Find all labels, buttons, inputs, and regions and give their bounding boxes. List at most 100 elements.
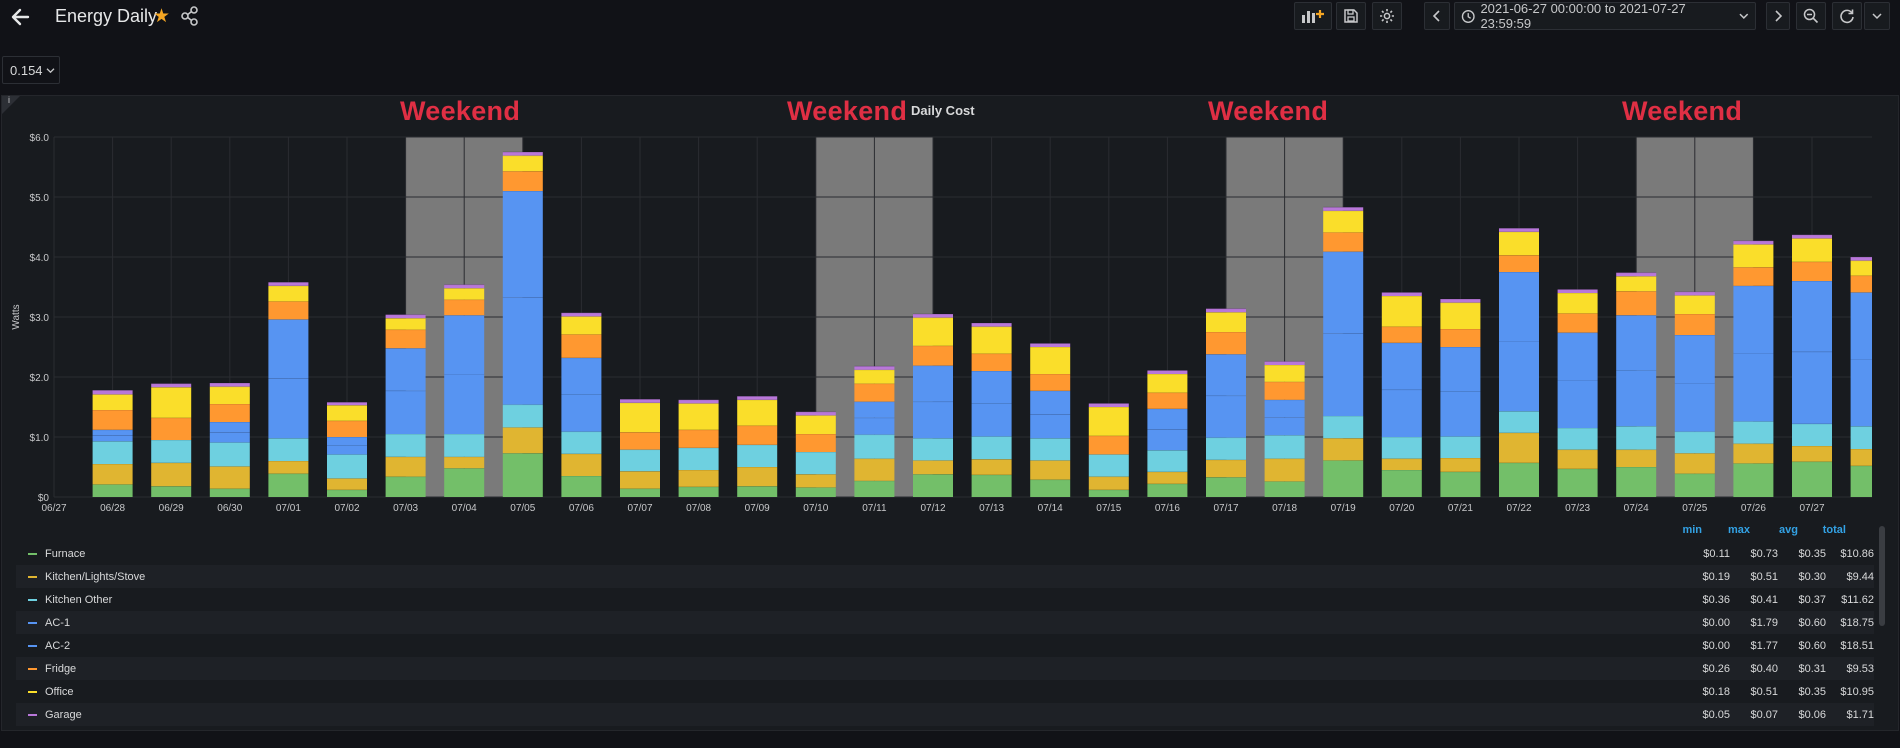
bar-segment	[1440, 299, 1481, 303]
time-range-forward-button[interactable]	[1766, 2, 1790, 30]
legend-row[interactable]: Furnace $0.11 $0.73 $0.35 $10.86	[16, 542, 1874, 565]
y-tick-label: $4.0	[30, 253, 50, 264]
x-tick-label: 07/17	[1213, 503, 1238, 514]
zoom-out-button[interactable]	[1796, 2, 1826, 30]
bar-segment	[385, 318, 426, 330]
bar-segment	[971, 474, 1012, 497]
legend-color-swatch[interactable]	[28, 713, 37, 716]
weekend-label: Weekend	[1208, 96, 1329, 126]
bar-segment	[1264, 481, 1305, 497]
y-tick-label: $1.0	[30, 433, 50, 444]
bar-segment	[1147, 408, 1188, 430]
x-tick-label: 06/30	[217, 503, 242, 514]
legend-header-avg[interactable]: avg	[1779, 524, 1798, 536]
legend-total-value: $10.86	[1840, 547, 1874, 560]
legend-header-max[interactable]: max	[1727, 524, 1750, 536]
bar-segment	[678, 429, 719, 448]
bar-segment	[268, 319, 309, 379]
bar-segment	[913, 317, 953, 346]
legend-color-swatch[interactable]	[28, 667, 37, 670]
weekend-label: Weekend	[787, 96, 908, 126]
bar-segment	[1733, 421, 1774, 444]
bar-segment	[620, 449, 660, 472]
legend-series-name[interactable]: Kitchen/Lights/Stove	[45, 570, 146, 583]
legend-row[interactable]: Kitchen Other $0.36 $0.41 $0.37 $11.62	[16, 588, 1874, 611]
share-button[interactable]	[180, 5, 200, 27]
legend-row[interactable]: Fridge $0.26 $0.40 $0.31 $9.53	[16, 657, 1874, 680]
bar-segment	[92, 435, 133, 442]
arrow-left-icon	[11, 8, 30, 26]
legend-scrollbar[interactable]	[1879, 526, 1885, 626]
legend-row[interactable]: Garage $0.05 $0.07 $0.06 $1.71	[16, 703, 1874, 726]
legend-header-min[interactable]: min	[1682, 524, 1702, 536]
bar-segment	[971, 459, 1012, 475]
back-button[interactable]	[8, 4, 34, 30]
bar-segment	[1850, 257, 1872, 261]
legend-color-swatch[interactable]	[28, 598, 37, 601]
legend-row[interactable]: Kitchen/Lights/Stove $0.19 $0.51 $0.30 $9.44	[16, 565, 1874, 588]
legend-color-swatch[interactable]	[28, 575, 37, 578]
legend-series-name[interactable]: Furnace	[45, 547, 86, 560]
refresh-button[interactable]	[1832, 2, 1862, 30]
x-tick-label: 07/07	[627, 503, 652, 514]
legend-series-name[interactable]: AC-2	[45, 639, 71, 652]
bar-segment	[151, 462, 192, 487]
legend-series-name[interactable]: Fridge	[45, 662, 77, 675]
legend-total-value: $11.62	[1841, 593, 1874, 606]
panel-info-corner[interactable]	[2, 96, 20, 114]
legend-color-swatch[interactable]	[28, 690, 37, 693]
legend-color-swatch[interactable]	[28, 644, 37, 647]
bar-segment	[1206, 477, 1246, 497]
bar-segment	[92, 484, 133, 497]
bar-segment	[92, 390, 133, 395]
bar-segment	[913, 401, 953, 439]
legend-series-name[interactable]: Kitchen Other	[45, 593, 113, 606]
legend-row[interactable]: AC-2 $0.00 $1.77 $0.60 $18.51	[16, 634, 1874, 657]
legend-color-swatch[interactable]	[28, 621, 37, 624]
x-tick-label: 07/25	[1682, 503, 1707, 514]
star-icon[interactable]: ★	[153, 6, 171, 27]
time-range-text: 2021-06-27 00:00:00 to 2021-07-27 23:59:…	[1480, 1, 1686, 31]
legend-min-value: $0.05	[1702, 708, 1730, 721]
time-range-picker[interactable]: 2021-06-27 00:00:00 to 2021-07-27 23:59:…	[1454, 1, 1756, 31]
bar-segment	[1557, 380, 1598, 428]
legend-series-name[interactable]: Garage	[45, 708, 82, 721]
refresh-interval-dropdown[interactable]	[1864, 2, 1890, 30]
legend-color-swatch[interactable]	[28, 552, 37, 555]
bar-segment	[1323, 460, 1364, 497]
bar-segment	[795, 415, 836, 434]
legend-header-total[interactable]: total	[1822, 524, 1846, 536]
bar-segment	[854, 383, 895, 402]
legend-row[interactable]: AC-1 $0.00 $1.79 $0.60 $18.75	[16, 611, 1874, 634]
bar-segment	[1088, 476, 1129, 490]
add-panel-button[interactable]	[1294, 2, 1332, 30]
bar-segment	[327, 445, 367, 455]
bar-segment	[1616, 276, 1657, 292]
bar-segment	[1030, 347, 1071, 374]
legend-row[interactable]: Office $0.18 $0.51 $0.35 $10.95	[16, 680, 1874, 703]
bar-segment	[1616, 370, 1657, 427]
daily-cost-panel: i Daily Cost $0 $1.0 $2.0 $3.0 $4.0 $5.0 $6.0 0…	[1, 95, 1899, 731]
dashboard-settings-button[interactable]	[1372, 2, 1402, 30]
bar-segment	[1440, 436, 1481, 458]
save-dashboard-button[interactable]	[1336, 2, 1366, 30]
bar-segment	[620, 488, 660, 497]
panel-title[interactable]: Daily Cost	[911, 103, 975, 118]
bar-segment	[1323, 251, 1364, 334]
info-icon[interactable]: i	[8, 95, 10, 105]
bar-segment	[1557, 468, 1598, 497]
legend-series-name[interactable]: Office	[45, 685, 74, 698]
x-tick-label: 07/14	[1038, 503, 1063, 514]
bar-segment	[502, 427, 543, 454]
bar-segment	[209, 404, 250, 422]
bar-segment	[1733, 443, 1774, 464]
bar-segment	[385, 314, 426, 319]
time-range-back-button[interactable]	[1424, 2, 1450, 30]
bar-segment	[1381, 437, 1422, 459]
bar-segment	[268, 473, 309, 497]
x-tick-label: 07/18	[1272, 503, 1297, 514]
legend-series-name[interactable]: AC-1	[45, 616, 71, 629]
dashboard-title[interactable]: Energy Daily	[55, 6, 158, 26]
bar-segment	[1499, 231, 1539, 256]
variable-select[interactable]: 0.154	[2, 56, 60, 84]
